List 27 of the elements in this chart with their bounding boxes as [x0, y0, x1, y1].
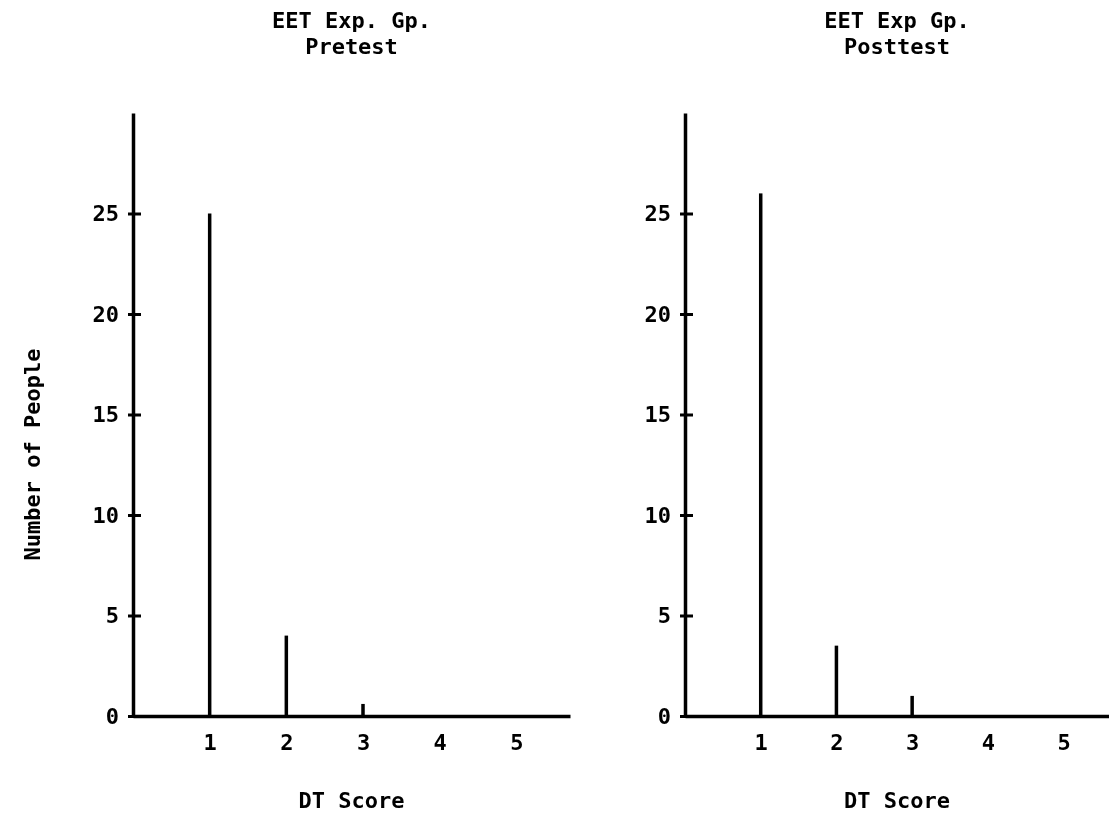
x-tick-label: 3 — [906, 729, 920, 755]
y-tick-label: 5 — [657, 603, 671, 629]
y-tick-label: 15 — [644, 402, 671, 428]
x-tick-label: 5 — [1057, 729, 1071, 755]
x-tick-label: 4 — [981, 729, 995, 755]
x-axis-title: DT Score — [298, 788, 405, 813]
y-tick-label: 10 — [92, 502, 119, 528]
y-tick-label: 0 — [105, 703, 119, 729]
y-tick-label: 10 — [644, 502, 671, 528]
chart-title: EET Exp. Gp. Pretest — [272, 8, 431, 59]
y-tick-label: 25 — [92, 201, 119, 227]
y-tick-label: 25 — [644, 201, 671, 227]
x-tick-label: 2 — [830, 729, 844, 755]
x-tick-label: 4 — [433, 729, 447, 755]
x-tick-label: 1 — [754, 729, 768, 755]
x-axis-title: DT Score — [844, 788, 950, 813]
chart-title: EET Exp Gp. Posttest — [824, 8, 970, 59]
y-tick-label: 20 — [644, 301, 671, 327]
x-tick-label: 5 — [510, 729, 524, 755]
x-tick-label: 3 — [356, 729, 371, 755]
y-tick-label: 15 — [92, 402, 119, 428]
x-tick-label: 2 — [280, 729, 294, 755]
y-axis-title: Number of People — [20, 348, 45, 561]
y-tick-label: 5 — [105, 603, 119, 629]
y-tick-label: 20 — [92, 301, 119, 327]
x-tick-label: 1 — [203, 729, 217, 755]
y-tick-label: 0 — [657, 703, 671, 729]
